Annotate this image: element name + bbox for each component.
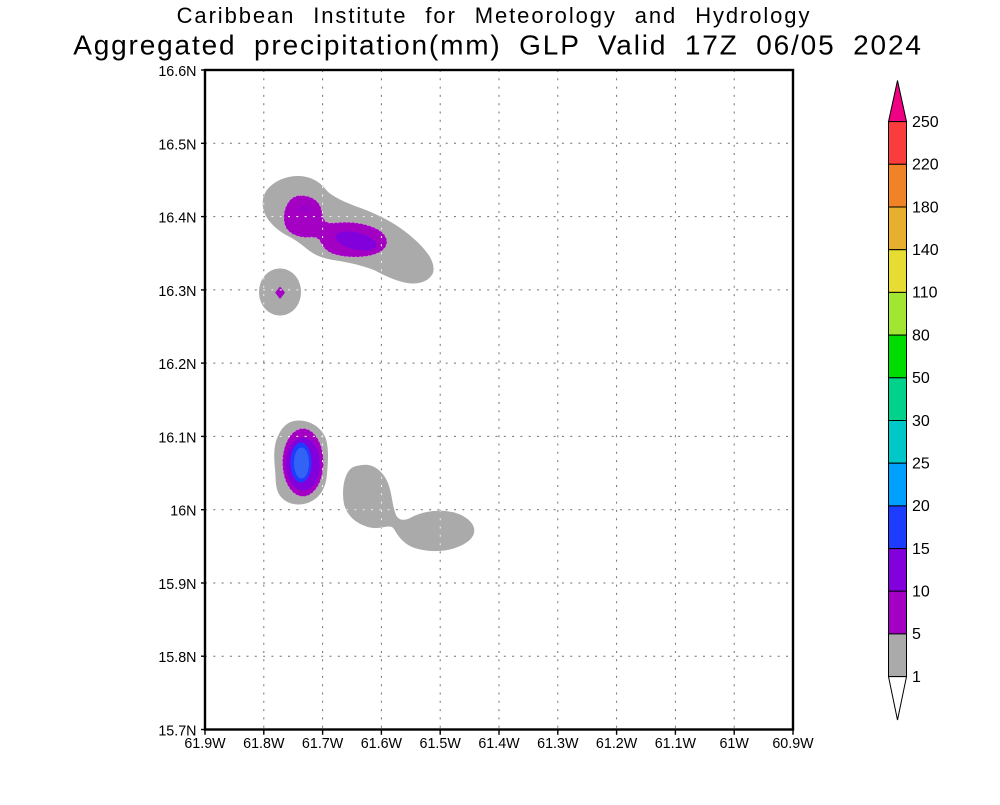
svg-text:16.5N: 16.5N [158,137,196,153]
svg-text:61.6W: 61.6W [361,736,403,752]
svg-text:61.7W: 61.7W [302,736,344,752]
svg-text:16.3N: 16.3N [158,284,196,300]
svg-text:16N: 16N [170,504,196,520]
svg-text:50: 50 [912,370,930,387]
svg-text:61.4W: 61.4W [478,736,520,752]
svg-text:Caribbean Institute for Meteor: Caribbean Institute for Meteorology and … [177,3,812,28]
svg-text:15.9N: 15.9N [158,577,196,593]
svg-text:61.9W: 61.9W [184,736,226,752]
svg-text:60.9W: 60.9W [772,736,814,752]
svg-text:10: 10 [912,584,930,601]
svg-text:25: 25 [912,456,930,473]
svg-text:61.3W: 61.3W [537,736,579,752]
svg-text:30: 30 [912,413,930,430]
svg-text:15: 15 [912,541,930,558]
svg-text:61.5W: 61.5W [420,736,462,752]
svg-text:16.4N: 16.4N [158,211,196,227]
svg-text:61W: 61W [719,736,749,752]
svg-text:61.1W: 61.1W [655,736,697,752]
svg-text:220: 220 [912,157,939,174]
svg-text:15.7N: 15.7N [158,724,196,740]
svg-text:16.2N: 16.2N [158,357,196,373]
svg-text:20: 20 [912,498,930,515]
svg-text:80: 80 [912,327,930,344]
svg-text:16.6N: 16.6N [158,64,196,80]
svg-text:Aggregated precipitation(mm) G: Aggregated precipitation(mm) GLP Valid 1… [73,30,923,61]
svg-text:110: 110 [912,285,938,302]
svg-text:61.8W: 61.8W [243,736,285,752]
svg-text:16.1N: 16.1N [158,430,196,446]
svg-text:61.2W: 61.2W [596,736,638,752]
svg-text:5: 5 [912,626,921,643]
svg-text:1: 1 [912,669,921,686]
svg-text:250: 250 [912,114,939,131]
svg-text:140: 140 [912,242,939,259]
svg-text:15.8N: 15.8N [158,650,196,666]
svg-text:180: 180 [912,199,939,216]
